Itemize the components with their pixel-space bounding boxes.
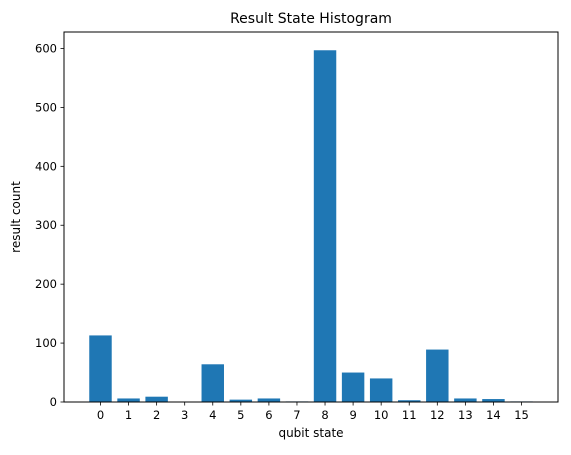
bar-12 (426, 349, 449, 402)
x-tick-label: 10 (374, 408, 389, 422)
bar-0 (89, 335, 112, 402)
y-tick-label: 500 (35, 100, 57, 114)
bar-1 (117, 398, 140, 402)
x-tick-label: 2 (153, 408, 160, 422)
x-tick-label: 12 (430, 408, 445, 422)
x-tick-label: 13 (458, 408, 473, 422)
x-tick-label: 0 (97, 408, 104, 422)
x-tick-label: 9 (349, 408, 356, 422)
axes-frame (63, 31, 559, 403)
x-tick-label: 6 (265, 408, 272, 422)
bar-8 (313, 50, 337, 402)
x-tick-label: 7 (293, 408, 300, 422)
bar-5 (229, 399, 253, 402)
x-axis-ticks: 0 1 2 3 4 5 6 7 8 9 10 11 12 13 14 15 (97, 402, 529, 422)
plot-area (89, 50, 533, 402)
x-tick-label: 8 (321, 408, 328, 422)
y-tick-label: 600 (35, 41, 57, 55)
y-tick-label: 100 (35, 336, 57, 350)
y-tick-label: 400 (35, 159, 57, 173)
x-tick-label: 14 (486, 408, 501, 422)
x-tick-label: 15 (514, 408, 529, 422)
bar-6 (257, 398, 281, 402)
x-tick-label: 4 (209, 408, 216, 422)
y-axis-ticks: 0 100 200 300 400 500 600 (35, 41, 64, 409)
bar-2 (145, 396, 168, 402)
y-tick-label: 0 (50, 395, 57, 409)
bar-9 (341, 372, 365, 402)
bar-4 (201, 364, 224, 402)
x-tick-label: 3 (181, 408, 188, 422)
bar-14 (482, 399, 505, 402)
y-tick-label: 200 (35, 277, 57, 291)
x-tick-label: 1 (125, 408, 132, 422)
x-axis-label: qubit state (278, 426, 343, 440)
bar-11 (398, 400, 421, 402)
chart-title: Result State Histogram (230, 11, 392, 27)
bar-13 (454, 398, 477, 402)
x-tick-label: 5 (237, 408, 244, 422)
bar-10 (369, 378, 393, 402)
x-tick-label: 11 (402, 408, 417, 422)
y-axis-label: result count (9, 181, 23, 253)
y-tick-label: 300 (35, 218, 57, 232)
